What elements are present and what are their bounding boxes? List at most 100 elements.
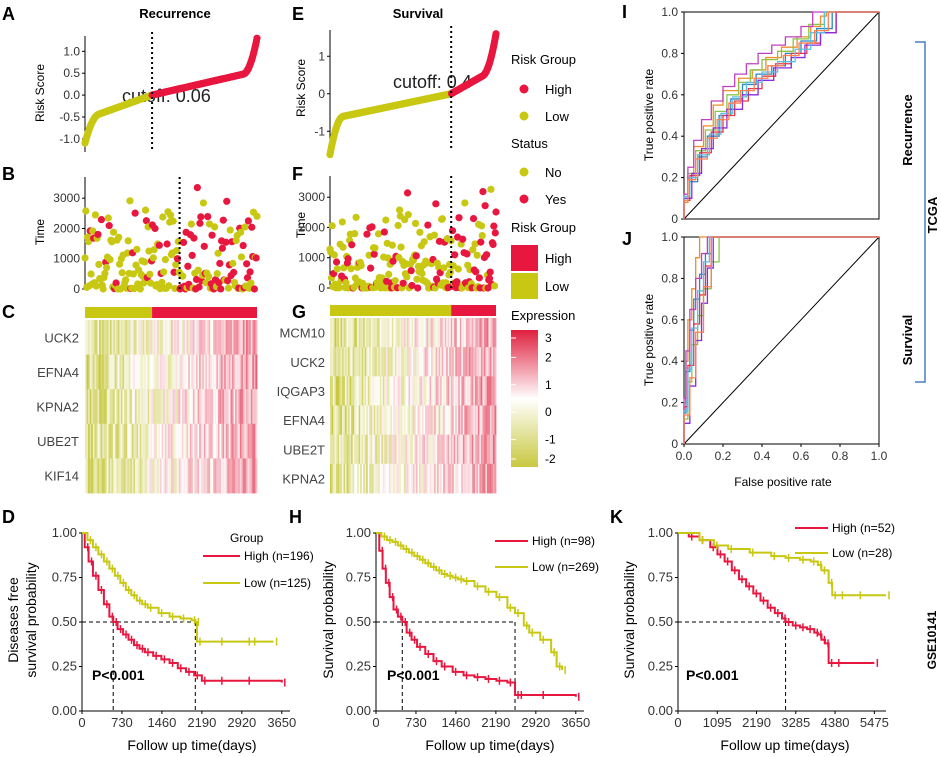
heatmap-cell-c	[211, 320, 214, 355]
y-tick-label-e: -1	[314, 124, 325, 138]
heatmap-cell-g	[482, 405, 485, 436]
heatmap-cell-c	[250, 423, 253, 459]
heatmap-cell-g	[375, 376, 378, 406]
heatmap-cell-g	[479, 463, 482, 494]
heatmap-cell-g	[437, 347, 440, 377]
heatmap-cell-c	[108, 354, 111, 390]
heatmap-cell-c	[244, 389, 247, 425]
heatmap-cell-g	[375, 463, 378, 494]
time-point-f	[422, 259, 431, 267]
heatmap-cell-c	[163, 423, 166, 459]
y-tick-label-f: 0	[318, 281, 325, 295]
heatmap-cell-g	[437, 463, 440, 494]
heatmap-cell-c	[188, 354, 191, 390]
time-point-f	[411, 219, 420, 227]
heatmap-cell-g	[477, 318, 480, 348]
heatmap-cell-c	[149, 320, 152, 355]
heatmap-cell-c	[253, 320, 256, 355]
heatmap-cell-c	[92, 423, 95, 459]
panel-letter-h: H	[289, 507, 302, 527]
heatmap-cell-g	[340, 434, 343, 465]
heatmap-cell-g	[420, 434, 423, 465]
heatmap-cell-c	[88, 389, 91, 425]
heatmap-cell-g	[384, 376, 387, 406]
time-point-f	[344, 255, 352, 263]
heatmap-cell-g	[491, 347, 494, 377]
heatmap-cell-c	[255, 354, 258, 390]
title-survival: Survival	[393, 6, 444, 21]
heatmap-cell-g	[492, 376, 495, 406]
heatmap-cell-g	[474, 347, 477, 377]
heatmap-cell-c	[120, 458, 123, 494]
heatmap-cell-c	[210, 320, 213, 355]
time-point-b	[230, 268, 238, 276]
heatmap-cell-g	[482, 463, 485, 494]
time-point-b	[219, 216, 227, 224]
heatmap-cell-c	[125, 320, 128, 355]
heatmap-cell-g	[456, 347, 459, 377]
xlabel-h: Follow up time(days)	[425, 737, 554, 753]
heatmap-cell-g	[373, 347, 376, 377]
heatmap-cell-g	[479, 376, 482, 406]
heatmap-cell-g	[453, 463, 456, 494]
heatmap-cell-c	[186, 389, 189, 425]
heatmap-cell-g	[471, 376, 474, 406]
heatmap-cell-c	[216, 423, 219, 459]
heatmap-cell-g	[406, 376, 409, 406]
heatmap-cell-g	[397, 318, 400, 348]
heatmap-cell-c	[188, 320, 191, 355]
heatmap-cell-g	[419, 318, 421, 348]
heatmap-cell-g	[396, 376, 399, 406]
heatmap-cell-g	[480, 463, 483, 494]
heatmap-cell-g	[468, 434, 471, 465]
heatmap-cell-g	[494, 463, 497, 494]
heatmap-cell-g	[413, 434, 415, 465]
heatmap-cell-g	[440, 463, 443, 494]
heatmap-cell-g	[489, 434, 492, 465]
heatmap-cell-g	[336, 318, 338, 348]
time-point-f	[418, 269, 426, 278]
heatmap-cell-g	[339, 376, 341, 406]
heatmap-cell-c	[160, 423, 163, 459]
time-point-f	[481, 202, 489, 210]
time-point-b	[142, 217, 150, 225]
heatmap-cell-g	[391, 318, 394, 348]
roc-diagonal-j	[683, 236, 880, 445]
heatmap-cell-c	[141, 423, 144, 459]
heatmap-cell-c	[222, 320, 225, 355]
heatmap-cell-g	[441, 434, 444, 465]
heatmap-cell-g	[393, 376, 396, 406]
heatmap-cell-g	[409, 347, 412, 377]
heatmap-cell-g	[370, 347, 373, 377]
heatmap-cell-c	[147, 354, 150, 390]
heatmap-cell-g	[422, 318, 424, 348]
heatmap-cell-g	[352, 318, 355, 348]
heatmap-cell-c	[197, 423, 200, 459]
heatmap-cell-c	[175, 354, 178, 390]
heatmap-cell-g	[417, 376, 420, 406]
heatmap-cell-g	[456, 318, 459, 348]
heatmap-cell-c	[225, 354, 228, 390]
heatmap-cell-g	[492, 405, 495, 436]
heatmap-cell-g	[408, 347, 411, 377]
panel-letter-b: B	[2, 164, 15, 184]
heatmap-cell-g	[414, 434, 417, 465]
legend-high-dot	[519, 84, 529, 94]
heatmap-cell-g	[384, 318, 387, 348]
heatmap-cell-g	[384, 434, 387, 465]
heatmap-cell-g	[396, 405, 399, 436]
heatmap-cell-g	[384, 463, 387, 494]
heatmap-cell-g	[471, 347, 474, 377]
heatmap-cell-g	[339, 463, 341, 494]
heatmap-cell-c	[231, 458, 234, 494]
heatmap-cell-c	[183, 389, 186, 425]
heatmap-cell-g	[379, 405, 382, 436]
heatmap-cell-g	[450, 376, 453, 406]
heatmap-cell-g	[373, 463, 376, 494]
time-point-b	[208, 231, 216, 239]
expression-tick-label: 0	[545, 405, 552, 419]
heatmap-cell-g	[492, 347, 495, 377]
heatmap-cell-g	[381, 318, 384, 348]
heatmap-cell-g	[334, 434, 337, 465]
heatmap-cell-g	[349, 376, 352, 406]
